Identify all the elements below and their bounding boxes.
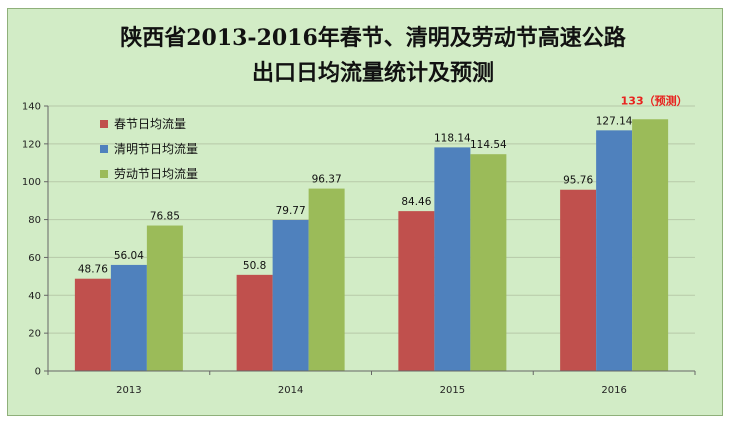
legend-swatch — [100, 170, 108, 178]
x-tick-label: 2013 — [116, 385, 141, 396]
chart-title-line2: 出口日均流量统计及预测 — [252, 60, 494, 86]
x-tick-label: 2016 — [601, 385, 626, 396]
x-tick-label: 2015 — [440, 385, 465, 396]
data-label: 84.46 — [401, 196, 431, 208]
x-tick-label: 2014 — [278, 385, 303, 396]
data-label: 56.04 — [114, 250, 144, 262]
chart-title-line1: 陕西省2013-2016年春节、清明及劳动节高速公路 — [120, 25, 627, 51]
y-tick-label: 120 — [22, 139, 41, 150]
y-tick-label: 60 — [28, 253, 41, 264]
bar — [74, 278, 111, 371]
bar — [236, 274, 273, 371]
bar — [560, 189, 597, 371]
legend-label: 清明节日均流量 — [114, 142, 198, 156]
data-label: 76.85 — [150, 211, 180, 223]
legend-label: 劳动节日均流量 — [114, 167, 198, 181]
bar — [632, 119, 669, 371]
y-tick-label: 100 — [22, 177, 41, 188]
y-tick-label: 20 — [28, 329, 41, 340]
data-label: 50.8 — [243, 260, 266, 272]
y-tick-label: 40 — [28, 291, 41, 302]
data-label: 114.54 — [470, 139, 507, 151]
data-label: 118.14 — [434, 132, 471, 144]
bar — [434, 147, 471, 371]
y-tick-label: 0 — [35, 367, 41, 378]
legend-swatch — [100, 120, 108, 128]
data-label: 48.76 — [78, 264, 108, 276]
y-tick-label: 80 — [28, 215, 41, 226]
data-label: 127.14 — [596, 115, 633, 127]
bar — [110, 264, 147, 371]
bar — [308, 188, 345, 371]
bars: 48.76 56.04 76.85 50.8 79.77 96.37 84.46 118.14… — [74, 115, 669, 371]
legend-swatch — [100, 145, 108, 153]
bar — [596, 130, 633, 371]
legend-label: 春节日均流量 — [114, 117, 186, 131]
bar — [470, 154, 507, 371]
bar — [398, 211, 435, 371]
bar — [272, 220, 309, 371]
data-label: 79.77 — [276, 205, 306, 217]
data-label: 95.76 — [563, 175, 593, 187]
data-label: 96.37 — [312, 174, 342, 186]
y-tick-label: 140 — [22, 102, 41, 113]
bar — [146, 225, 183, 371]
x-axis: 2013 2014 2015 2016 — [47, 370, 696, 396]
forecast-annotation: 133（预测） — [621, 93, 688, 107]
y-axis: 0 20 40 60 80 100 120 140 — [22, 102, 49, 378]
